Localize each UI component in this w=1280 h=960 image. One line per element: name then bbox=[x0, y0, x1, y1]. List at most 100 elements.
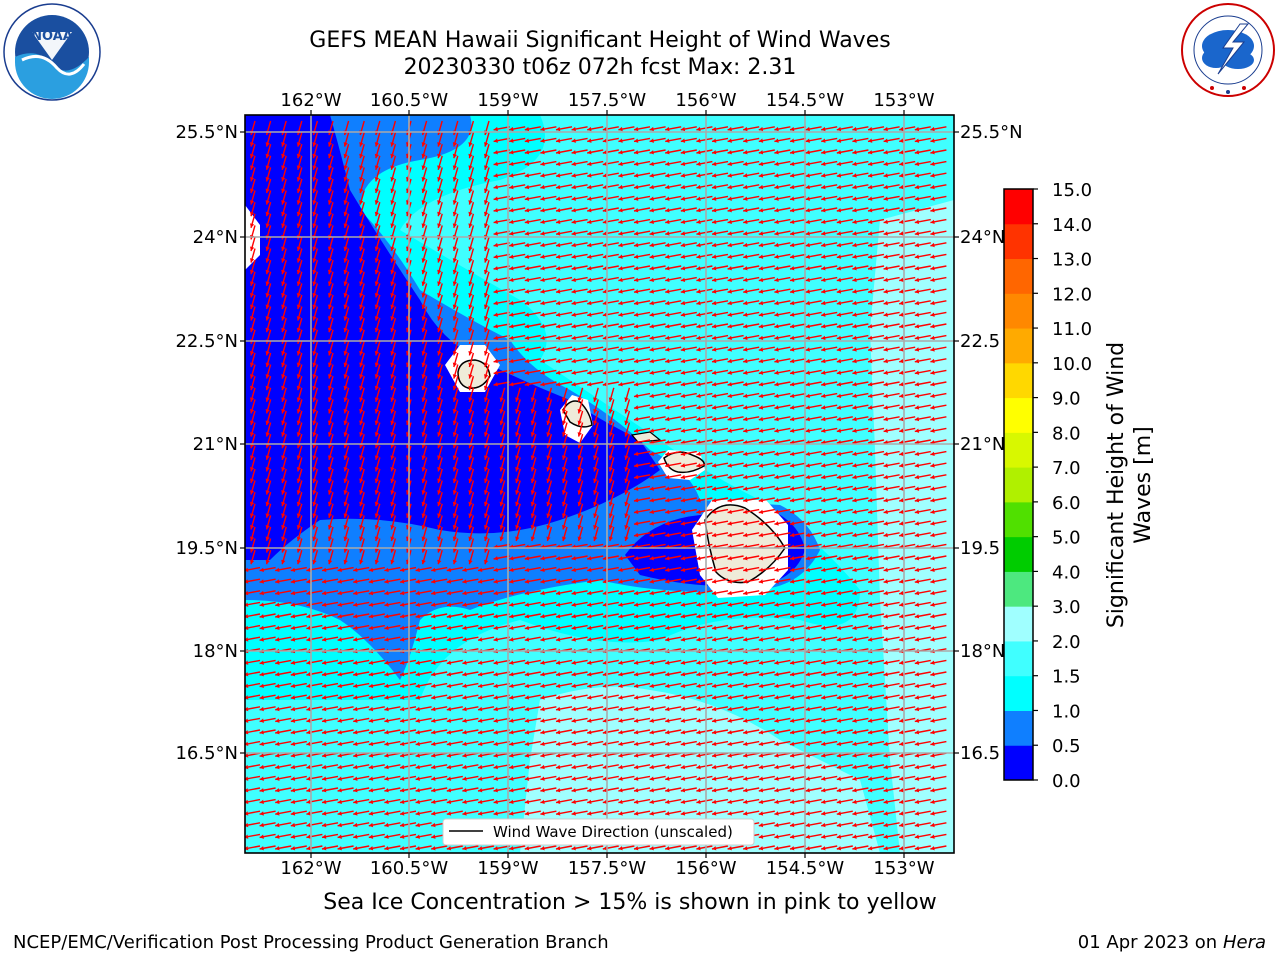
wave-direction-arrowhead bbox=[343, 188, 348, 193]
wave-direction-arrowhead bbox=[602, 637, 608, 642]
wave-direction-arrowhead bbox=[821, 683, 826, 689]
wave-direction-arrowhead bbox=[374, 316, 380, 321]
wave-direction-arrowhead bbox=[608, 455, 614, 460]
wave-direction-arrowhead bbox=[883, 660, 888, 665]
wave-direction-arrowhead bbox=[602, 196, 608, 201]
wave-direction-arrowhead bbox=[556, 184, 561, 190]
wave-direction-arrowhead bbox=[587, 579, 592, 584]
wave-direction-arrowhead bbox=[790, 753, 795, 758]
wave-direction-arrowhead bbox=[571, 590, 576, 596]
wave-direction-arrowhead bbox=[821, 590, 826, 596]
wave-direction-arrowhead bbox=[727, 521, 732, 526]
wave-direction-arrowhead bbox=[774, 521, 779, 526]
wave-direction-arrowhead bbox=[524, 231, 530, 236]
wave-direction-arrowhead bbox=[556, 382, 561, 387]
wave-direction-arrowhead bbox=[634, 706, 639, 712]
wave-direction-arrowhead bbox=[836, 138, 842, 143]
island-big-island bbox=[704, 504, 786, 584]
wave-direction-arrowhead bbox=[296, 142, 302, 147]
wave-direction-arrowhead bbox=[343, 548, 348, 553]
wave-direction-arrowhead bbox=[452, 188, 458, 193]
wave-direction-arrowhead bbox=[634, 382, 639, 387]
wave-direction-arrowhead bbox=[306, 637, 311, 642]
wave-direction-arrowhead bbox=[556, 300, 561, 306]
wave-direction-arrowhead bbox=[852, 416, 857, 422]
wave-direction-arrowhead bbox=[296, 559, 302, 565]
wave-direction-arrowhead bbox=[587, 602, 592, 607]
wave-direction-arrowhead bbox=[852, 672, 857, 677]
wave-direction-arrowhead bbox=[680, 718, 686, 723]
wave-direction-arrowhead bbox=[446, 706, 452, 712]
wave-direction-arrowhead bbox=[774, 266, 779, 271]
wave-direction-arrowhead bbox=[821, 463, 826, 468]
wave-direction-arrowhead bbox=[758, 382, 764, 387]
wave-direction-arrowhead bbox=[359, 559, 364, 565]
wave-direction-arrowhead bbox=[245, 753, 249, 758]
wave-direction-arrowhead bbox=[390, 350, 395, 356]
wave-direction-arrowhead bbox=[540, 370, 545, 375]
wave-direction-arrowhead bbox=[805, 474, 810, 480]
wave-direction-arrowhead bbox=[852, 150, 857, 155]
wave-direction-arrowhead bbox=[259, 602, 264, 607]
wave-direction-arrowhead bbox=[452, 223, 458, 228]
wave-direction-arrowhead bbox=[868, 625, 873, 631]
wave-direction-arrowhead bbox=[281, 385, 286, 391]
wave-direction-arrowhead bbox=[930, 498, 935, 503]
wave-direction-arrowhead bbox=[249, 385, 255, 391]
wave-direction-arrowhead bbox=[540, 335, 545, 341]
wave-direction-arrowhead bbox=[868, 126, 873, 132]
wave-direction-arrowhead bbox=[400, 590, 405, 596]
wave-direction-arrowhead bbox=[899, 706, 904, 712]
wave-direction-arrowhead bbox=[281, 223, 286, 228]
wave-direction-arrowhead bbox=[868, 184, 873, 190]
wave-direction-arrowhead bbox=[421, 316, 426, 321]
wave-direction-arrowhead bbox=[899, 184, 904, 190]
wave-direction-arrowhead bbox=[618, 231, 623, 236]
wave-direction-arrowhead bbox=[493, 300, 498, 306]
wave-direction-arrowhead bbox=[577, 524, 582, 530]
wave-direction-arrowhead bbox=[571, 208, 576, 213]
wave-direction-arrowhead bbox=[774, 335, 779, 341]
wave-direction-arrowhead bbox=[452, 443, 458, 449]
wave-direction-arrowhead bbox=[509, 625, 514, 631]
wave-direction-arrowhead bbox=[540, 254, 545, 259]
wave-direction-arrowhead bbox=[930, 312, 935, 317]
wave-direction-arrowhead bbox=[727, 753, 732, 758]
wave-direction-arrowhead bbox=[914, 173, 920, 178]
wave-direction-arrowhead bbox=[431, 602, 436, 607]
wave-direction-arrowhead bbox=[758, 695, 764, 700]
wave-direction-arrowhead bbox=[649, 347, 654, 352]
wave-direction-arrowhead bbox=[265, 408, 270, 414]
wave-direction-arrowhead bbox=[431, 579, 436, 584]
wave-direction-arrowhead bbox=[883, 416, 888, 422]
wave-direction-arrowhead bbox=[696, 277, 701, 283]
wave-direction-arrowhead bbox=[509, 718, 514, 723]
wave-direction-arrowhead bbox=[899, 393, 904, 399]
wave-direction-arrowhead bbox=[649, 231, 654, 236]
wave-direction-arrowhead bbox=[836, 173, 842, 178]
wave-direction-arrowhead bbox=[930, 370, 935, 375]
wave-direction-arrowhead bbox=[883, 521, 888, 526]
wave-direction-arrowhead bbox=[368, 730, 374, 735]
wave-direction-arrowhead bbox=[914, 196, 920, 201]
wave-direction-arrowhead bbox=[343, 501, 348, 507]
wave-direction-arrowhead bbox=[556, 312, 561, 317]
wave-direction-arrowhead bbox=[712, 590, 717, 596]
wave-direction-arrowhead bbox=[883, 428, 888, 433]
wave-direction-arrowhead bbox=[712, 567, 717, 573]
wave-direction-arrowhead bbox=[540, 660, 545, 665]
wave-direction-arrowhead bbox=[312, 513, 317, 518]
wave-direction-arrowhead bbox=[602, 614, 608, 619]
wave-direction-arrowhead bbox=[914, 672, 920, 677]
wave-direction-arrowhead bbox=[587, 683, 592, 689]
wave-direction-arrowhead bbox=[462, 579, 467, 584]
wave-direction-arrowhead bbox=[821, 138, 826, 143]
wave-direction-arrowhead bbox=[743, 277, 748, 283]
wave-direction-arrowhead bbox=[634, 672, 639, 677]
wave-direction-arrowhead bbox=[758, 150, 764, 155]
wave-direction-arrowhead bbox=[400, 660, 405, 665]
wave-direction-arrowhead bbox=[249, 304, 255, 309]
wave-direction-arrowhead bbox=[774, 556, 779, 561]
wave-direction-arrowhead bbox=[790, 405, 795, 410]
wave-direction-arrowhead bbox=[374, 408, 380, 414]
